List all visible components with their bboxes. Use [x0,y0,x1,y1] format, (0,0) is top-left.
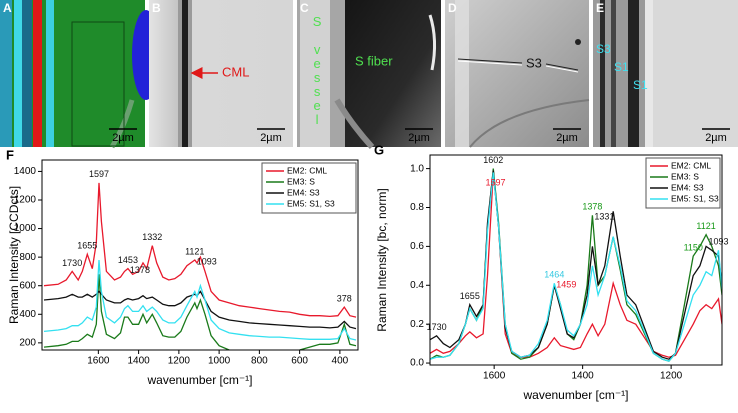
peak-label: 1378 [582,202,602,212]
x-axis-label: wavenumber [cm⁻¹] [146,373,252,387]
peak-label: 1602 [483,155,503,165]
y-tick-label: 0.8 [410,202,424,213]
y-tick-label: 1000 [14,223,37,234]
peak-label: 1121 [696,221,715,231]
y-tick-label: 800 [19,252,36,263]
series-line [43,182,357,318]
annotation: S1 [633,78,648,92]
annotation: S1 [614,60,629,74]
scale-bar-label: 2µm [112,132,134,144]
x-tick-label: 1600 [483,371,506,382]
peak-label: 1121 [185,246,204,256]
peak-label: 1459 [556,280,576,290]
series-line [430,172,722,362]
image-panel-d [445,0,590,148]
y-tick-label: 400 [19,309,36,320]
x-tick-label: 1200 [660,371,683,382]
y-tick-label: 0.0 [410,358,424,369]
series-line [43,290,357,330]
legend-label: EM5: S1, S3 [671,193,719,203]
x-tick-label: 1600 [87,356,110,367]
series-line [43,259,357,341]
peak-label: 1597 [89,169,109,179]
y-tick-label: 1400 [14,166,37,177]
peak-label: 1093 [708,237,728,247]
image-panel-a [0,0,160,149]
axis-frame [429,154,723,366]
peak-label: 1093 [197,256,217,266]
image-panel-e [593,0,738,147]
y-tick-label: 1200 [14,195,37,206]
legend-label: EM3: S [671,171,699,181]
peak-label: 1730 [427,322,447,332]
peak-label: 1332 [142,232,162,242]
peak-label: 1464 [544,270,564,280]
peak-label: 1453 [118,255,138,265]
axis-frame [41,159,359,351]
x-tick-label: 1200 [168,356,191,367]
annotation: S3 [596,42,611,56]
image-panel-c [297,0,441,150]
panel-label: B [152,1,161,15]
peak-label: 1597 [485,178,505,188]
x-tick-label: 600 [291,356,308,367]
series-group [43,182,357,350]
legend-label: EM2: CML [287,165,327,175]
y-tick-label: 600 [19,280,36,291]
annotation: S fiber [355,53,393,68]
panel-label: F [6,147,14,162]
panel-label: C [300,1,309,15]
peak-label: 1730 [62,258,82,268]
peak-label: 378 [337,294,352,304]
peak-label: 1655 [460,291,480,301]
plot-area: G 0.0 0.2 0.4 0.6 0.8 1.0 1600 1400 1200 wavenumbe… [374,142,728,402]
series-line [43,274,357,350]
scale-bar-label: 2µm [260,132,282,144]
x-tick-label: 800 [251,356,268,367]
x-tick-label: 1400 [127,356,150,367]
legend-label: EM4: S3 [287,187,320,197]
x-axis-label: wavenumber [cm⁻¹] [522,388,628,402]
scale-bar-label: 2µm [705,132,727,144]
panel-label: G [374,142,384,157]
scale-bar-label: 2µm [408,132,430,144]
series-group [430,168,722,362]
panel-label: E [596,1,604,15]
y-tick-label: 0.4 [410,280,424,291]
peak-label: 1331 [594,212,614,222]
panel-label: D [448,1,457,15]
x-tick-label: 400 [332,356,349,367]
annotation: CML [222,64,249,79]
y-tick-label: 1.0 [410,163,424,174]
annotation: S vessel [310,14,325,126]
y-tick-label: 0.2 [410,319,424,330]
plot-area: F 200 400 600 800 1000 1200 1400 1600 1400 1200 100… [6,147,359,387]
x-tick-label: 1400 [572,371,595,382]
y-tick-label: 0.6 [410,241,424,252]
x-tick-label: 1000 [208,356,231,367]
legend-label: EM5: S1, S3 [287,198,335,208]
legend-label: EM2: CML [671,160,711,170]
y-tick-label: 200 [19,337,36,348]
annotation: S3 [526,55,542,70]
y-axis-label: Raman Intensity [bc, norm] [375,188,389,331]
panel-label: A [3,1,12,15]
scale-bar-label: 2µm [556,132,578,144]
peak-label: 1655 [77,241,97,251]
y-axis-label: Raman Intensity [CCDcts] [7,186,21,324]
legend-label: EM4: S3 [671,182,704,192]
legend-label: EM3: S [287,176,315,186]
series-line [430,172,722,358]
image-panel-b [149,0,293,147]
peak-label: 1150 [684,242,703,252]
peak-label: 1378 [130,265,150,275]
